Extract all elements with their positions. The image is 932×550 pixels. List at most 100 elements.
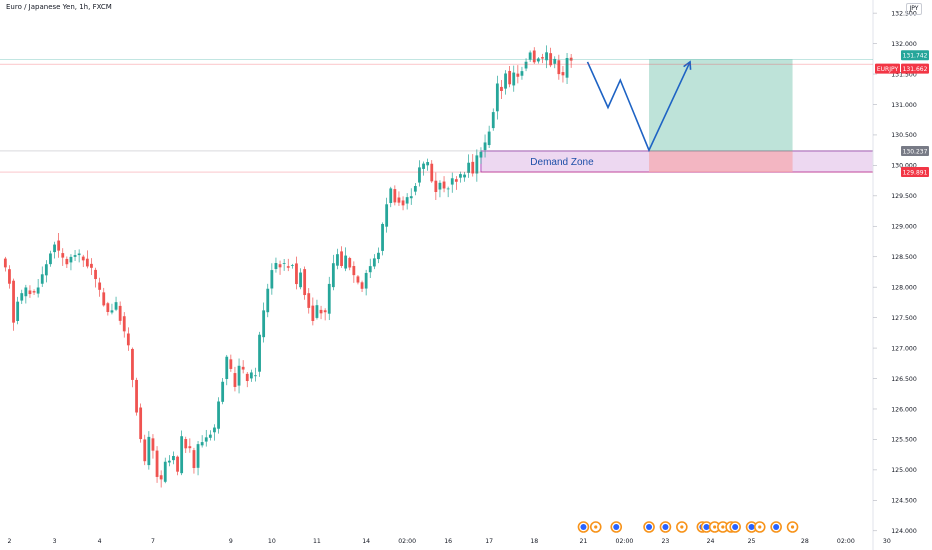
candle-body [196,444,200,468]
candle-body [167,460,171,463]
candle-body [172,455,175,461]
candlestick-series [3,45,573,488]
candle-body [258,334,261,372]
candle-body [307,293,311,308]
candle-body [241,366,245,370]
candle-body [504,73,507,89]
candle-body [565,58,569,78]
candle-body [49,253,52,265]
candle-body [3,258,7,268]
candle-body [155,450,159,477]
candle-body [319,309,323,314]
x-tick-label: 17 [485,538,493,545]
candle-body [426,162,430,166]
candle-body [159,475,163,480]
candle-body [40,274,44,284]
x-tick-label: 10 [268,538,276,545]
candle-body [180,436,184,474]
y-tick-label: 127.000 [891,345,917,352]
y-tick-label: 131.500 [891,71,917,78]
candle-body [131,348,134,380]
y-tick-label: 128.500 [891,254,917,261]
candle-body [188,446,192,449]
candle-body [561,72,565,76]
candle-body [549,53,553,66]
candle-body [327,283,331,314]
candle-body [110,310,114,313]
candle-body [204,437,208,442]
y-tick-label: 125.000 [891,467,917,474]
x-tick-label: 24 [707,538,715,545]
event-marker-dot [646,524,653,530]
candle-body [315,305,319,318]
candle-body [340,251,343,266]
candle-body [94,269,97,280]
candle-body [237,365,241,386]
price-axis[interactable]: 124.000 124.500 125.000 125.500 126.000 126.5… [873,10,917,535]
price-tag-label: 131.662 [903,66,928,73]
candle-body [438,182,442,190]
candle-body [184,439,188,449]
candle-body [381,223,384,251]
candle-body [352,266,356,276]
candle-body [213,427,216,433]
candle-body [393,189,397,203]
candle-body [491,112,495,129]
candle-body [8,269,11,284]
candle-body [536,58,540,62]
candle-body [463,174,466,178]
candle-body [295,263,298,285]
y-tick-label: 126.000 [891,406,917,413]
candle-body [122,316,126,332]
x-tick-label: 14 [362,538,370,545]
position-target-zone[interactable] [649,59,793,151]
candle-body [73,255,77,257]
y-tick-label: 130.500 [891,132,917,139]
candle-body [16,301,20,321]
projection-layer [586,60,692,153]
event-marker-dot [732,524,739,530]
candle-body [69,256,73,263]
projection-path[interactable] [586,61,691,153]
x-tick-label: 28 [801,538,809,545]
y-tick-label: 130.000 [891,163,917,170]
candle-body [163,461,167,482]
candle-body [409,196,413,199]
candle-body [512,72,516,86]
candle-body [364,272,368,289]
candle-body [430,163,434,182]
candle-body [418,167,421,183]
candle-body [81,256,85,261]
candle-body [77,253,81,256]
x-tick-label: 18 [530,538,538,545]
candle-body [266,288,270,313]
candle-body [459,174,462,178]
overlay-layer: Demand Zone [480,59,874,173]
candle-body [85,258,89,267]
position-stop-zone[interactable] [649,150,793,173]
candle-body [500,86,503,91]
x-tick-label: 25 [748,538,756,545]
economic-events[interactable] [577,521,799,533]
y-tick-label: 127.500 [891,315,917,322]
candle-body [569,57,573,61]
candle-body [147,436,151,466]
candle-body [192,450,196,469]
candle-body [487,131,491,146]
currency-badge[interactable]: JPY [906,3,922,15]
candle-body [434,180,438,193]
time-axis[interactable]: 2 3 4 7 9 10 11 14 02:00 16 17 18 21 02:00 23 24 25 28 02:… [7,538,890,545]
price-tag-label: 129.891 [903,169,928,176]
symbol-tag [875,63,900,74]
candle-body [102,292,106,306]
x-tick-label: 9 [229,538,233,545]
candle-body [532,50,536,63]
event-marker-dot [790,525,795,529]
candle-body [471,161,475,174]
candle-body [401,200,405,206]
x-tick-label: 02:00 [398,538,416,545]
x-tick-label: 16 [444,538,452,545]
candle-body [270,270,274,289]
candle-body [90,263,93,268]
